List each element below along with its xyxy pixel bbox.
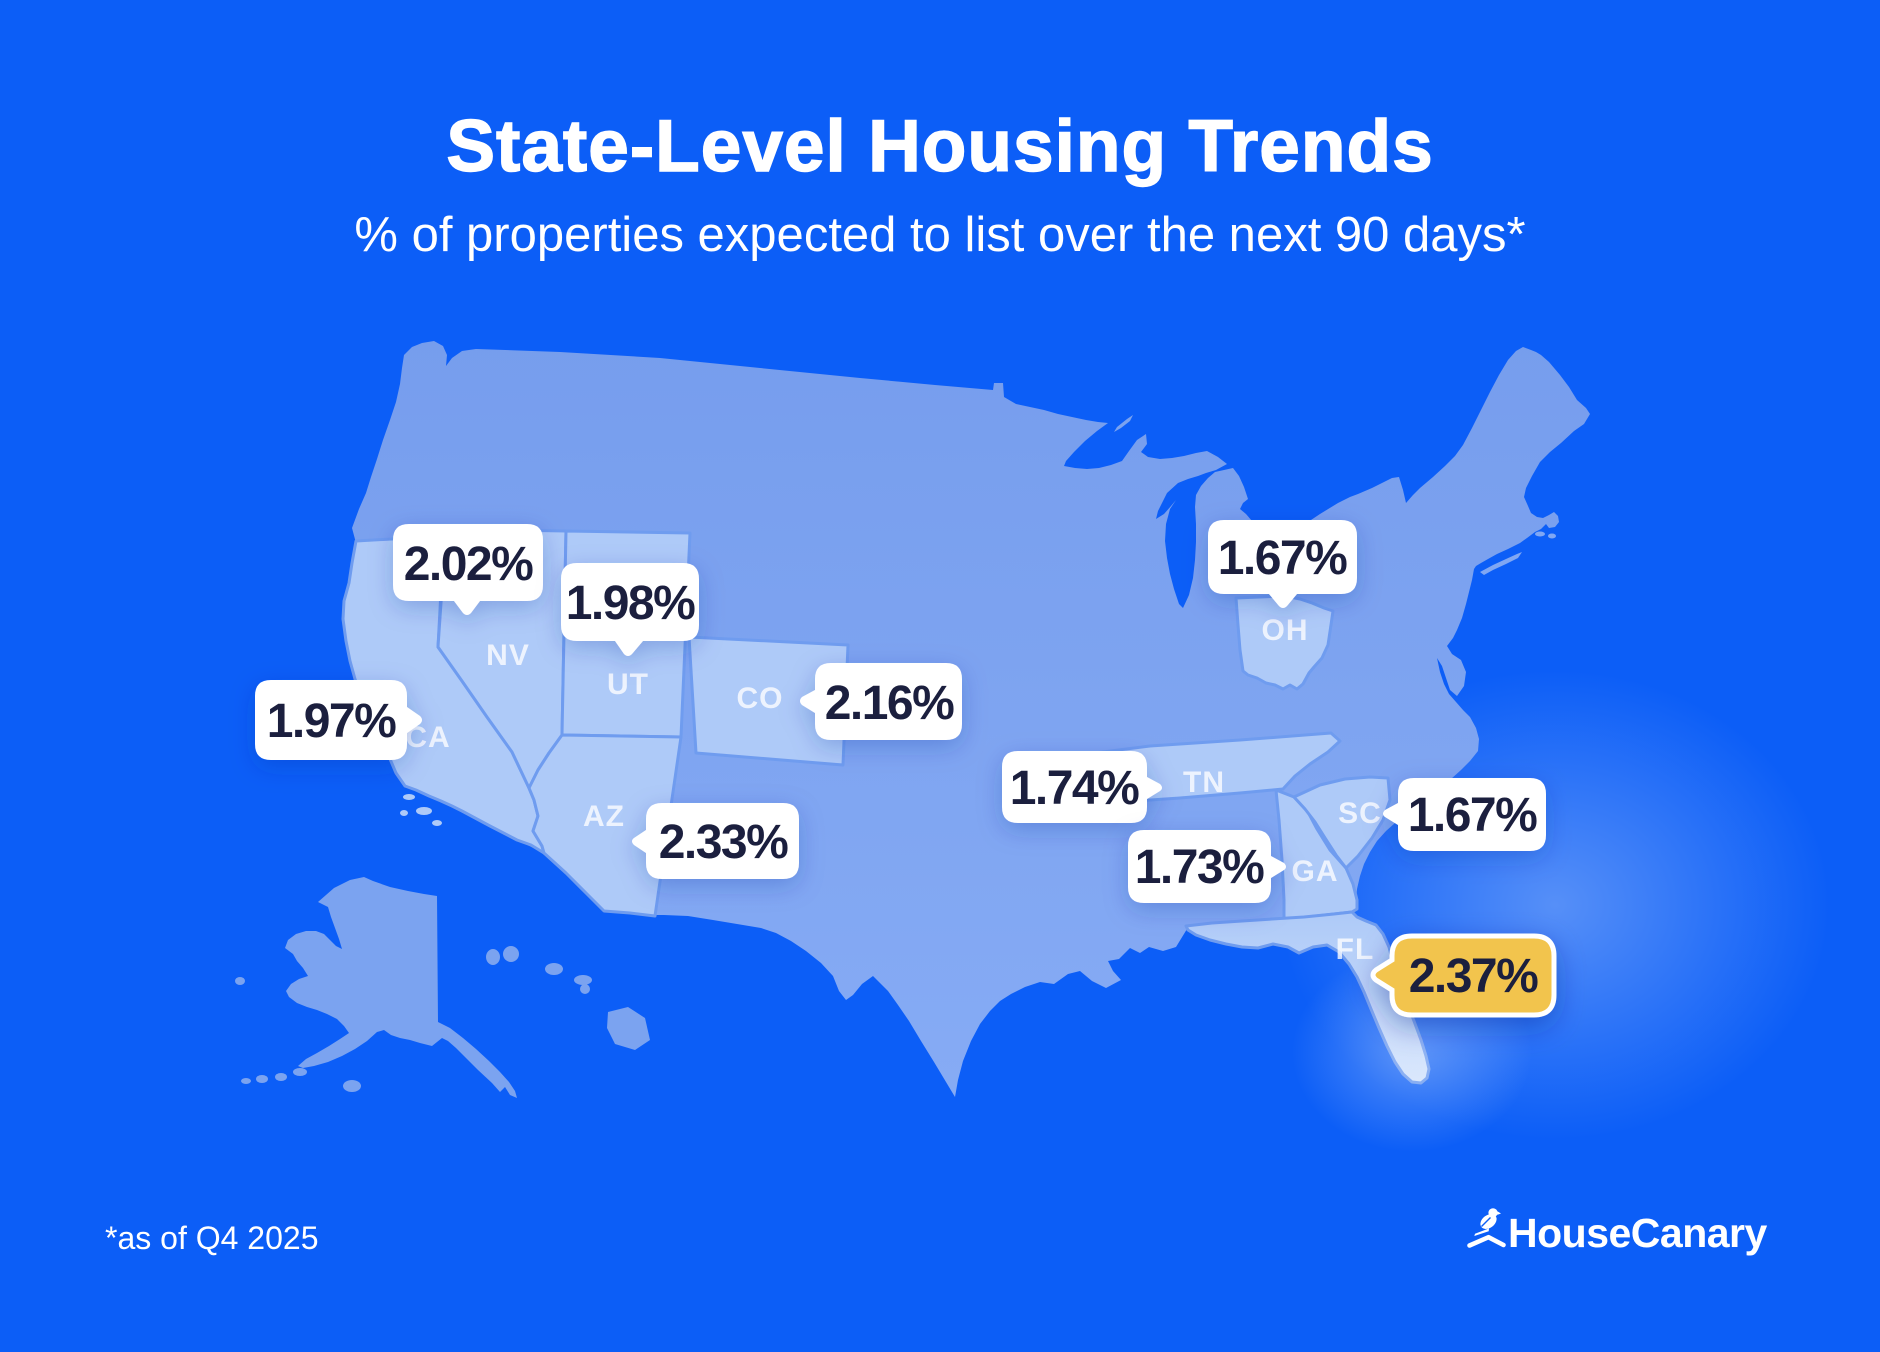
svg-text:1.73%: 1.73% bbox=[1135, 841, 1264, 894]
svg-text:GA: GA bbox=[1292, 855, 1339, 888]
svg-text:AZ: AZ bbox=[583, 800, 625, 833]
svg-text:CO: CO bbox=[737, 682, 784, 715]
svg-text:State-Level Housing Trends: State-Level Housing Trends bbox=[446, 106, 1433, 187]
svg-text:1.67%: 1.67% bbox=[1218, 532, 1347, 585]
svg-text:2.33%: 2.33% bbox=[659, 816, 788, 869]
svg-text:*as of Q4 2025: *as of Q4 2025 bbox=[105, 1220, 318, 1256]
svg-text:2.16%: 2.16% bbox=[825, 677, 954, 730]
svg-text:1.98%: 1.98% bbox=[566, 577, 695, 630]
svg-text:% of properties expected to li: % of properties expected to list over th… bbox=[354, 208, 1525, 262]
svg-text:UT: UT bbox=[607, 668, 649, 701]
svg-text:2.02%: 2.02% bbox=[404, 538, 533, 591]
svg-text:OH: OH bbox=[1262, 614, 1309, 647]
svg-text:1.67%: 1.67% bbox=[1408, 789, 1537, 842]
svg-text:HouseCanary: HouseCanary bbox=[1508, 1210, 1768, 1256]
svg-text:SC: SC bbox=[1338, 797, 1382, 830]
svg-text:NV: NV bbox=[486, 639, 530, 672]
svg-text:1.74%: 1.74% bbox=[1010, 762, 1139, 815]
svg-text:FL: FL bbox=[1336, 933, 1375, 966]
svg-text:1.97%: 1.97% bbox=[267, 695, 396, 748]
svg-text:TN: TN bbox=[1183, 766, 1225, 799]
svg-text:2.37%: 2.37% bbox=[1409, 950, 1538, 1003]
